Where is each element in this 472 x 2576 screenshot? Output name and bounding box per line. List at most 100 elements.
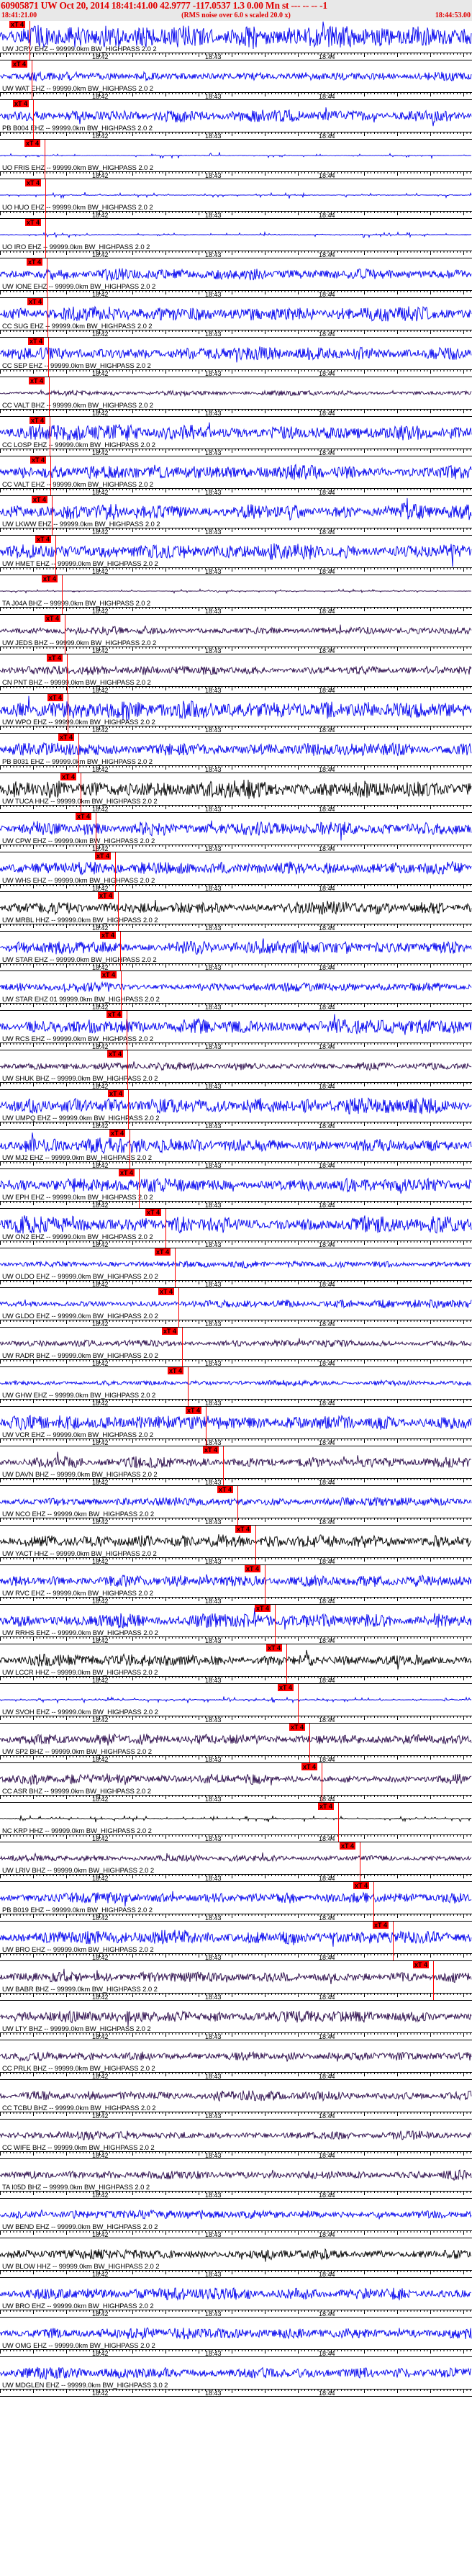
pick-label-badge[interactable]: xT 4 xyxy=(245,1565,261,1572)
pick-marker-line[interactable] xyxy=(182,1328,183,1367)
trace-row[interactable]: UW RCS EHZ -- 99999.0km BW_HIGHPASS 2.0 … xyxy=(0,1011,472,1050)
trace-row[interactable]: UW SP2 BHZ -- 99999.0km BW_HIGHPASS 2.0 … xyxy=(0,1724,472,1763)
pick-marker-line[interactable] xyxy=(223,1446,224,1486)
trace-row[interactable]: UW BRO EHZ -- 99999.0km BW_HIGHPASS 2.0 … xyxy=(0,2278,472,2318)
trace-row[interactable]: UW JEDS BHZ -- 99999.0km BW_HIGHPASS 2.0… xyxy=(0,615,472,654)
pick-marker-line[interactable] xyxy=(50,456,52,496)
pick-label-badge[interactable]: xT 4 xyxy=(353,1882,370,1889)
pick-marker-line[interactable] xyxy=(62,575,63,615)
pick-label-badge[interactable]: xT 4 xyxy=(12,60,28,68)
trace-row[interactable]: UW IONE EHZ -- 99999.0km BW_HIGHPASS 2.0… xyxy=(0,258,472,298)
trace-row[interactable]: TA I05D BHZ -- 99999.0km BW_HIGHPASS 2.0… xyxy=(0,2159,472,2199)
pick-label-badge[interactable]: xT 4 xyxy=(76,813,92,820)
pick-label-badge[interactable]: xT 4 xyxy=(30,417,46,424)
trace-row[interactable]: CC SUG EHZ -- 99999.0km BW_HIGHPASS 2.0 … xyxy=(0,298,472,338)
pick-marker-line[interactable] xyxy=(175,1248,176,1288)
trace-row[interactable]: UW WAT EHZ -- 99999.0km BW_HIGHPASS 2.0 … xyxy=(0,60,472,100)
pick-label-badge[interactable]: xT 4 xyxy=(217,1486,234,1493)
pick-label-badge[interactable]: xT 4 xyxy=(107,1050,124,1058)
trace-row[interactable]: UW EPH EHZ -- 99999.0km BW_HIGHPASS 2.0 … xyxy=(0,1169,472,1209)
pick-label-badge[interactable]: xT 4 xyxy=(27,298,44,305)
trace-row[interactable]: CC ASR BHZ -- 99999.0km BW_HIGHPASS 2.0 … xyxy=(0,1763,472,1803)
pick-marker-line[interactable] xyxy=(338,1803,340,1842)
pick-label-badge[interactable]: xT 4 xyxy=(278,1684,294,1691)
pick-marker-line[interactable] xyxy=(309,1724,311,1763)
pick-label-badge[interactable]: xT 4 xyxy=(413,1961,430,1968)
trace-row[interactable]: TA J04A BHZ -- 99999.0km BW_HIGHPASS 2.0… xyxy=(0,575,472,615)
trace-row[interactable]: UO IRO EHZ -- 99999.0km BW_HIGHPASS 2.0 … xyxy=(0,219,472,258)
trace-row[interactable]: UW NCO EHZ -- 99999.0km BW_HIGHPASS 2.0 … xyxy=(0,1486,472,1526)
pick-label-badge[interactable]: xT 4 xyxy=(235,1526,252,1533)
pick-label-badge[interactable]: xT 4 xyxy=(29,377,45,384)
trace-row[interactable]: UW CPW EHZ -- 99999.0km BW_HIGHPASS 2.0 … xyxy=(0,813,472,852)
trace-row[interactable]: UW DAVN BHZ -- 99999.0km BW_HIGHPASS 2.0… xyxy=(0,1446,472,1486)
trace-row[interactable]: CN PNT BHZ -- 99999.0km BW_HIGHPASS 2.0 … xyxy=(0,654,472,694)
trace-row[interactable]: UW LRIV BHZ -- 99999.0km BW_HIGHPASS 2.0… xyxy=(0,1842,472,1882)
trace-row[interactable]: NC KRP HHZ -- 99999.0km BW_HIGHPASS 2.0 … xyxy=(0,1803,472,1842)
trace-row[interactable]: UW BRO EHZ -- 99999.0km BW_HIGHPASS 2.0 … xyxy=(0,1922,472,1961)
pick-marker-line[interactable] xyxy=(45,219,47,258)
pick-label-badge[interactable]: xT 4 xyxy=(30,456,47,464)
trace-row[interactable]: PB B031 EHZ -- 99999.0km BW_HIGHPASS 2.0… xyxy=(0,734,472,773)
trace-row[interactable]: UW WHS EHZ -- 99999.0km BW_HIGHPASS 2.0 … xyxy=(0,852,472,892)
trace-row[interactable]: UW SHUK BHZ -- 99999.0km BW_HIGHPASS 2.0… xyxy=(0,1050,472,1090)
trace-row[interactable]: CC VALT EHZ -- 99999.0km BW_HIGHPASS 2.0… xyxy=(0,456,472,496)
pick-marker-line[interactable] xyxy=(433,1961,435,2001)
trace-row[interactable]: UW OLDO EHZ -- 99999.0km BW_HIGHPASS 2.0… xyxy=(0,1248,472,1288)
pick-label-badge[interactable]: xT 4 xyxy=(24,140,41,147)
pick-marker-line[interactable] xyxy=(275,1605,276,1644)
pick-label-badge[interactable]: xT 4 xyxy=(162,1328,178,1335)
trace-row[interactable]: UW UMPQ EHZ -- 99999.0km BW_HIGHPASS 2.0… xyxy=(0,1090,472,1130)
trace-row[interactable]: UW LTY BHZ -- 99999.0km BW_HIGHPASS 2.0 … xyxy=(0,2001,472,2040)
trace-row[interactable]: UW MRBL HHZ -- 99999.0km BW_HIGHPASS 2.0… xyxy=(0,892,472,932)
pick-label-badge[interactable]: xT 4 xyxy=(373,1922,389,1929)
trace-row[interactable]: UW YACT HHZ -- 99999.0km BW_HIGHPASS 2.0… xyxy=(0,1526,472,1565)
pick-marker-line[interactable] xyxy=(120,932,122,971)
pick-marker-line[interactable] xyxy=(188,1367,189,1407)
pick-label-badge[interactable]: xT 4 xyxy=(101,971,117,978)
trace-row[interactable]: UW LKWW EHZ -- 99999.0km BW_HIGHPASS 2.0… xyxy=(0,496,472,536)
pick-label-badge[interactable]: xT 4 xyxy=(266,1644,283,1652)
pick-label-badge[interactable]: xT 4 xyxy=(45,615,61,622)
trace-row[interactable]: UO HUO EHZ -- 99999.0km BW_HIGHPASS 2.0 … xyxy=(0,179,472,219)
trace-row[interactable]: UW BEND EHZ -- 99999.0km BW_HIGHPASS 2.0… xyxy=(0,2199,472,2238)
trace-row[interactable]: UW RVC EHZ -- 99999.0km BW_HIGHPASS 2.0 … xyxy=(0,1565,472,1605)
pick-marker-line[interactable] xyxy=(298,1684,299,1724)
pick-label-badge[interactable]: xT 4 xyxy=(119,1169,135,1176)
trace-row[interactable]: UW GHW EHZ -- 99999.0km BW_HIGHPASS 2.0 … xyxy=(0,1367,472,1407)
pick-label-badge[interactable]: xT 4 xyxy=(27,258,43,266)
pick-marker-line[interactable] xyxy=(45,179,47,219)
pick-marker-line[interactable] xyxy=(127,1050,129,1090)
pick-label-badge[interactable]: xT 4 xyxy=(25,219,42,226)
pick-marker-line[interactable] xyxy=(48,338,50,377)
pick-label-badge[interactable]: xT 4 xyxy=(109,1130,126,1137)
trace-row[interactable]: UW LCCR HHZ -- 99999.0km BW_HIGHPASS 2.0… xyxy=(0,1644,472,1684)
pick-marker-line[interactable] xyxy=(373,1882,375,1922)
pick-label-badge[interactable]: xT 4 xyxy=(13,100,30,107)
trace-row[interactable]: UW TUCA HHZ -- 99999.0km BW_HIGHPASS 2.0… xyxy=(0,773,472,813)
trace-row[interactable]: UW ON2 EHZ -- 99999.0km BW_HIGHPASS 2.0 … xyxy=(0,1209,472,1248)
trace-row[interactable]: UW JCRV EHZ -- 99999.0km BW_HIGHPASS 2.0… xyxy=(0,21,472,60)
pick-marker-line[interactable] xyxy=(115,852,117,892)
pick-label-badge[interactable]: xT 4 xyxy=(25,179,42,186)
pick-label-badge[interactable]: xT 4 xyxy=(301,1763,318,1770)
trace-row[interactable]: CC WIFE BHZ -- 99999.0km BW_HIGHPASS 2.0… xyxy=(0,2120,472,2159)
pick-marker-line[interactable] xyxy=(128,1090,130,1130)
trace-row[interactable]: UW MDGLEN EHZ -- 99999.0km BW_HIGHPASS 3… xyxy=(0,2357,472,2397)
pick-marker-line[interactable] xyxy=(49,377,50,417)
pick-marker-line[interactable] xyxy=(67,654,68,694)
trace-row[interactable]: UW VCR EHZ -- 99999.0km BW_HIGHPASS 2.0 … xyxy=(0,1407,472,1446)
pick-label-badge[interactable]: xT 4 xyxy=(186,1407,202,1414)
trace-row[interactable]: UW STAR EHZ 01 99999.0km BW_HIGHPASS 2.0… xyxy=(0,971,472,1011)
trace-row[interactable]: UW HMET EHZ -- 99999.0km BW_HIGHPASS 2.0… xyxy=(0,536,472,575)
trace-row[interactable]: UW GLDO EHZ -- 99999.0km BW_HIGHPASS 2.0… xyxy=(0,1288,472,1328)
pick-label-badge[interactable]: xT 4 xyxy=(100,932,117,939)
pick-marker-line[interactable] xyxy=(255,1526,257,1565)
pick-marker-line[interactable] xyxy=(78,734,80,773)
trace-row[interactable]: UW WPO EHZ -- 99999.0km BW_HIGHPASS 2.0 … xyxy=(0,694,472,734)
pick-label-badge[interactable]: xT 4 xyxy=(106,1011,123,1018)
pick-marker-line[interactable] xyxy=(121,971,122,1011)
trace-row[interactable]: CC SEP EHZ -- 99999.0km BW_HIGHPASS 2.0 … xyxy=(0,338,472,377)
pick-label-badge[interactable]: xT 4 xyxy=(95,852,112,860)
pick-label-badge[interactable]: xT 4 xyxy=(155,1248,171,1256)
